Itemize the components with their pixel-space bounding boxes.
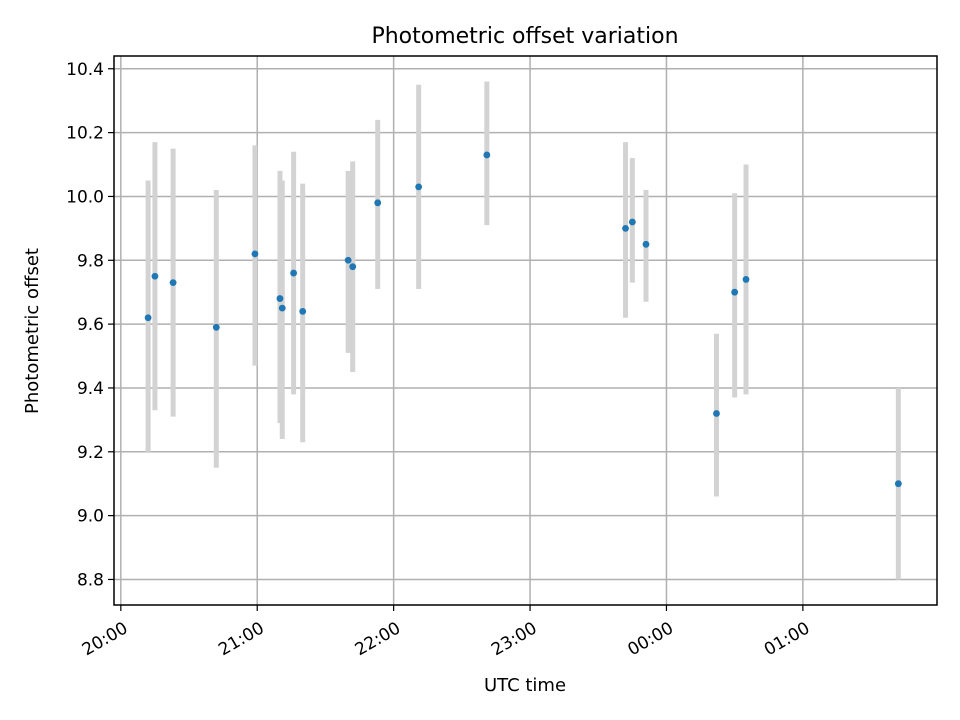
data-point (251, 250, 259, 258)
data-points (144, 151, 902, 488)
chart-title: Photometric offset variation (371, 24, 678, 49)
y-tick-label: 9.2 (77, 443, 104, 463)
data-point (290, 269, 298, 277)
axis-ticks: 8.8 9.0 9.2 9.4 9.6 9.8 10.0 10.2 10.4 20:00 21:00… (66, 60, 813, 660)
data-point (212, 323, 220, 331)
data-point (731, 288, 739, 296)
data-point (742, 276, 750, 283)
y-tick-label: 9.4 (77, 379, 104, 399)
y-tick-label: 9.8 (77, 251, 104, 271)
data-point (894, 480, 902, 488)
data-point (278, 304, 286, 312)
y-tick-label: 10.2 (66, 124, 104, 144)
y-tick-label: 10.0 (66, 187, 104, 207)
x-tick-label: 20:00 (79, 618, 131, 660)
data-point (642, 240, 650, 248)
x-tick-label: 22:00 (352, 618, 404, 660)
x-tick-label: 00:00 (625, 618, 677, 660)
x-tick-label: 23:00 (488, 618, 540, 660)
x-tick-label: 01:00 (761, 618, 813, 660)
data-point (628, 218, 636, 226)
plot-frame (113, 55, 938, 606)
y-tick-label: 8.8 (77, 570, 104, 590)
data-point (299, 307, 307, 315)
data-point (713, 410, 720, 417)
data-point (415, 183, 423, 191)
x-axis-label: UTC time (484, 675, 566, 696)
x-tick-label: 21:00 (215, 618, 267, 660)
error-bars (145, 81, 901, 580)
data-point (483, 151, 491, 159)
data-point (622, 224, 629, 232)
data-point (151, 272, 159, 280)
data-point (374, 199, 382, 207)
y-axis-label: Photometric offset (22, 248, 43, 414)
grid-layer (114, 56, 937, 605)
y-tick-label: 10.4 (66, 60, 104, 80)
data-point (276, 295, 284, 302)
data-point (349, 263, 357, 271)
y-tick-label: 9.6 (77, 315, 104, 335)
data-point (344, 256, 352, 264)
data-point (144, 314, 152, 322)
y-tick-label: 9.0 (77, 507, 104, 527)
data-point (169, 279, 177, 287)
